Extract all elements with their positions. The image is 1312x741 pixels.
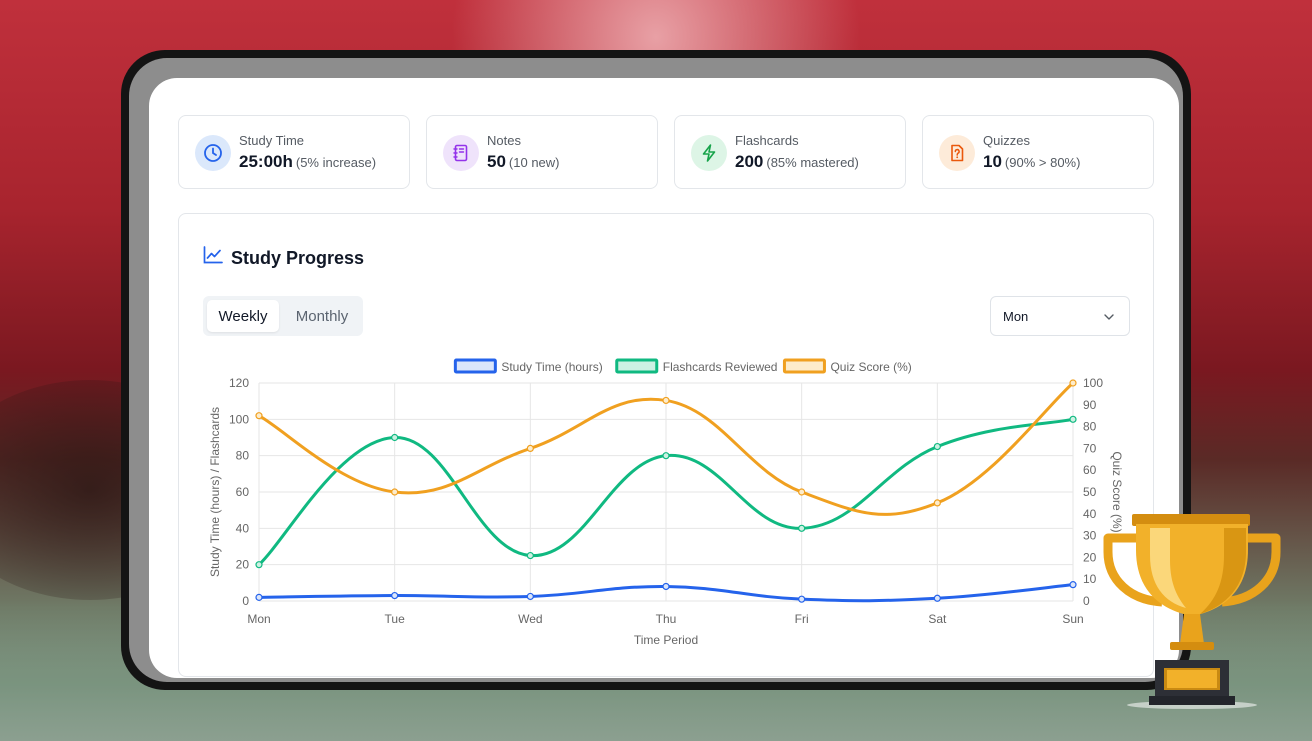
tablet-bezel: Study Time 25:00h (5% increase) Notes 50(…	[129, 58, 1183, 682]
y-tick-label: 120	[229, 376, 249, 390]
legend-label: Flashcards Reviewed	[663, 360, 778, 374]
clock-icon	[195, 135, 231, 171]
stat-label: Quizzes	[983, 133, 1030, 148]
panel-title: Study Progress	[231, 248, 365, 268]
y-tick-label: 100	[229, 412, 249, 426]
x-tick-label: Thu	[656, 612, 677, 626]
study-progress-panel: Study Progress Weekly Monthly Mon 0 20 40 6…	[178, 213, 1154, 677]
stat-sub: (10 new)	[508, 155, 560, 170]
y2-tick-label: 60	[1083, 463, 1097, 477]
tab-monthly[interactable]: Monthly	[295, 307, 349, 325]
y-tick-label: 60	[236, 485, 250, 499]
stat-value-row: 25:00h (5% increase)	[239, 152, 376, 172]
y2-tick-label: 80	[1083, 420, 1097, 434]
dashboard-screen: Study Time 25:00h (5% increase) Notes 50(…	[149, 78, 1179, 678]
data-point-flashcards-reviewed	[662, 452, 670, 460]
data-point-study-time-hours	[662, 582, 670, 591]
legend-swatch	[615, 358, 659, 374]
stat-sub: (5% increase)	[295, 155, 377, 170]
data-point-flashcards-reviewed	[391, 433, 399, 442]
legend-label: Quiz Score (%)	[830, 360, 911, 374]
data-point-flashcards-reviewed	[255, 561, 263, 569]
y-axis-title: Study Time (hours) / Flashcards	[208, 407, 222, 577]
data-point-quiz-score	[662, 396, 670, 405]
y-tick-label: 40	[236, 521, 250, 535]
y-tick-label: 80	[236, 449, 250, 463]
x-tick-label: Wed	[518, 612, 542, 626]
stat-sub: (90% > 80%)	[1004, 155, 1081, 170]
data-point-study-time-hours	[933, 594, 941, 602]
x-tick-label: Sun	[1062, 612, 1083, 626]
x-tick-label: Tue	[385, 612, 406, 626]
data-point-study-time-hours	[1069, 581, 1077, 589]
stat-label: Study Time	[239, 133, 305, 148]
notebook-icon	[443, 135, 479, 171]
tablet-frame: Study Time 25:00h (5% increase) Notes 50(…	[121, 50, 1191, 690]
data-point-quiz-score	[255, 412, 263, 420]
tab-weekly[interactable]: Weekly	[207, 300, 279, 332]
stat-value: 50	[487, 152, 506, 171]
y-tick-label: 20	[236, 558, 250, 572]
y2-tick-label: 90	[1083, 398, 1097, 412]
data-point-flashcards-reviewed	[526, 551, 534, 560]
line-chart-icon	[203, 246, 223, 264]
period-toggle: Weekly Monthly	[203, 296, 363, 336]
trophy-icon	[1103, 514, 1281, 709]
day-select-value: Mon	[1003, 309, 1029, 324]
x-tick-label: Mon	[247, 612, 270, 626]
y2-tick-label: 50	[1083, 485, 1097, 499]
y2-tick-label: 0	[1083, 594, 1090, 608]
data-point-quiz-score	[1069, 379, 1077, 387]
y2-tick-label: 70	[1083, 441, 1097, 455]
stat-value: 25:00h	[239, 152, 293, 171]
data-point-study-time-hours	[391, 591, 399, 600]
data-point-flashcards-reviewed	[1069, 415, 1077, 423]
stat-card-study-time: Study Time 25:00h (5% increase)	[178, 115, 410, 189]
y2-tick-label: 40	[1083, 507, 1097, 521]
stat-value: 10	[983, 152, 1002, 171]
stat-card-quizzes: Quizzes 10 (90% > 80%)	[922, 115, 1154, 189]
x-tick-label: Sat	[928, 612, 947, 626]
legend-swatch	[782, 358, 826, 374]
legend-label: Study Time (hours)	[501, 360, 602, 374]
data-point-study-time-hours	[798, 595, 806, 603]
quiz-icon	[939, 135, 975, 171]
y2-axis-title: Quiz Score (%)	[1110, 451, 1124, 532]
stat-card-flashcards: Flashcards 200 (85% mastered)	[674, 115, 906, 189]
data-point-flashcards-reviewed	[798, 524, 806, 532]
x-tick-label: Fri	[795, 612, 809, 626]
y2-tick-label: 20	[1083, 550, 1097, 564]
y2-tick-label: 10	[1083, 572, 1097, 586]
y-tick-label: 0	[242, 594, 249, 608]
data-point-quiz-score	[526, 444, 534, 452]
data-point-quiz-score	[798, 488, 806, 496]
day-select[interactable]: Mon	[990, 296, 1130, 336]
data-point-flashcards-reviewed	[933, 442, 941, 451]
x-axis-title: Time Period	[634, 633, 698, 647]
stat-card-notes: Notes 50 (10 new)	[426, 115, 658, 189]
stat-value-row: 200 (85% mastered)	[735, 152, 859, 172]
stat-label: Flashcards	[735, 133, 799, 148]
stat-sub: (85% mastered)	[766, 155, 859, 170]
data-point-study-time-hours	[255, 593, 263, 601]
data-point-quiz-score	[391, 488, 399, 496]
stat-label: Notes	[487, 133, 521, 148]
stat-value-row: 50 (10 new)	[487, 152, 560, 172]
data-point-study-time-hours	[526, 592, 534, 601]
lightning-icon	[691, 135, 727, 171]
y2-tick-label: 100	[1083, 376, 1103, 390]
data-point-quiz-score	[933, 499, 941, 507]
stat-value: 200	[735, 152, 764, 171]
legend-swatch	[453, 358, 497, 374]
chevron-down-icon	[1104, 314, 1114, 320]
stat-value-row: 10 (90% > 80%)	[983, 152, 1080, 172]
y2-tick-label: 30	[1083, 529, 1097, 543]
